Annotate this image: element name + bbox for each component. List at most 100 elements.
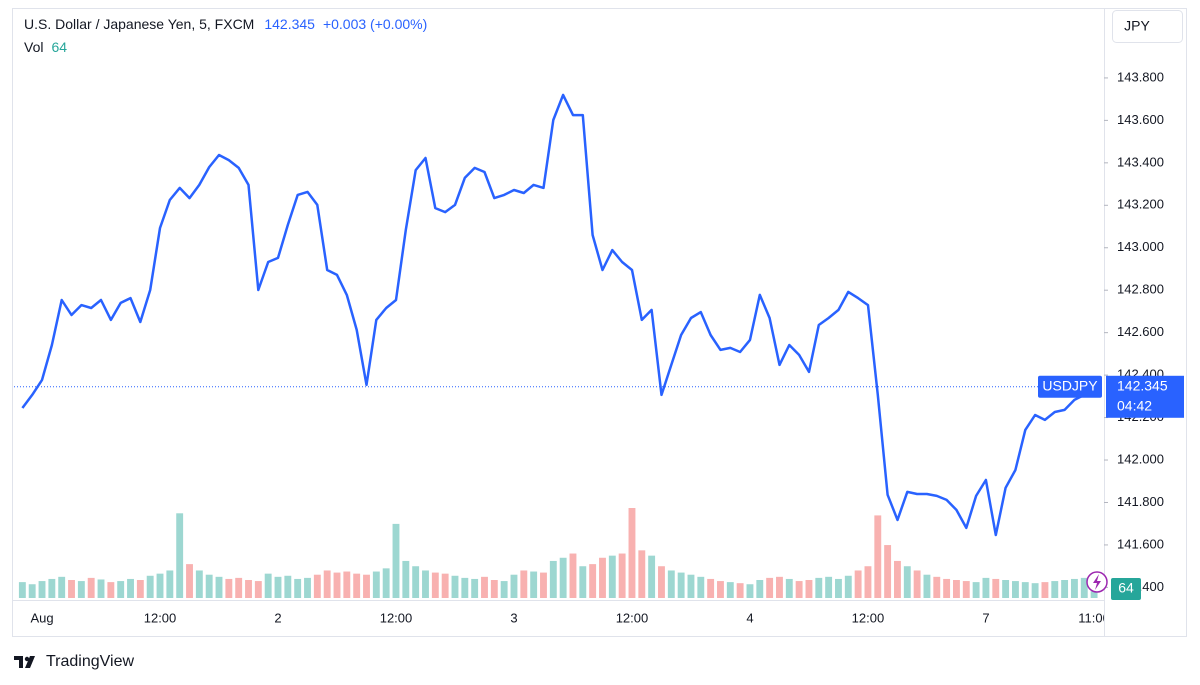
volume-bar [156, 573, 164, 598]
volume-bar [943, 578, 951, 598]
volume-bar [1002, 580, 1010, 598]
y-tick-label: 143.000 [1117, 239, 1164, 254]
volume-bar [431, 572, 439, 598]
x-tick-label: 12:00 [380, 610, 413, 625]
volume-bar [913, 570, 921, 598]
y-tick-label: 142.600 [1117, 324, 1164, 339]
volume-bar [441, 573, 449, 598]
volume-bar [579, 566, 587, 598]
volume-bar [677, 572, 685, 598]
volume-bar [127, 578, 134, 598]
volume-bar [923, 574, 931, 598]
volume-label-box [1111, 578, 1141, 600]
volume-bar [254, 581, 262, 598]
volume-bar [746, 584, 754, 598]
volume-bar [982, 577, 990, 598]
y-tick-label: 143.800 [1117, 69, 1164, 84]
y-tick-label: 142.000 [1117, 451, 1164, 466]
volume-bar [38, 581, 46, 598]
volume-bar [717, 581, 724, 598]
symbol-label-box [1038, 375, 1102, 398]
x-tick-label: 3 [510, 610, 517, 625]
volume-bar [77, 581, 85, 598]
volume-bar [48, 578, 56, 598]
volume-bar [1061, 580, 1069, 598]
x-tick-label: Aug [30, 610, 53, 625]
volume-bar [972, 582, 980, 598]
volume-bar [451, 575, 459, 598]
x-tick-label: 4 [746, 610, 753, 625]
volume-bar [510, 574, 518, 598]
volume-bar [549, 560, 557, 598]
price-change: +0.003 (+0.00%) [323, 16, 427, 32]
volume-label: 64 [1118, 580, 1134, 596]
volume-bar [884, 545, 892, 598]
price-axis-panel [1104, 46, 1186, 636]
x-tick-label: 12:00 [852, 610, 885, 625]
price-line [21, 93, 1095, 537]
volume-bar [274, 576, 282, 598]
volume-bar [776, 576, 783, 598]
volume-bar [264, 573, 272, 598]
volume-bar [205, 574, 213, 598]
volume-bar [648, 555, 656, 598]
volume-bar [1090, 591, 1098, 598]
price-label: 142.345 [1117, 377, 1168, 393]
volume-bar [245, 580, 252, 598]
volume-bar [313, 574, 321, 598]
volume-bar [953, 580, 960, 598]
indicator-bolt [1093, 574, 1101, 590]
volume-bar [481, 576, 488, 598]
chart-frame [12, 8, 1187, 637]
volume-bar [520, 570, 528, 598]
y-tick-label: 143.400 [1117, 154, 1164, 169]
volume-bar [903, 566, 911, 598]
volume-bar [471, 578, 479, 598]
volume-bar [363, 574, 370, 598]
countdown-label: 04:42 [1117, 397, 1152, 413]
volume-bar [785, 578, 793, 598]
currency-label[interactable]: JPY [1124, 18, 1150, 34]
volume-bar [864, 566, 872, 598]
logo-dot [24, 656, 30, 662]
x-tick-label: 7 [982, 610, 989, 625]
currency-button[interactable] [1112, 10, 1183, 43]
volume-value: 64 [51, 39, 67, 55]
volume-bar [815, 577, 823, 598]
x-tick-label: 12:00 [616, 610, 649, 625]
volume-bar [412, 566, 420, 598]
volume-bar [392, 523, 400, 598]
symbol-label: USDJPY [1042, 377, 1098, 393]
volume-bar [933, 576, 941, 598]
volume-bar [353, 573, 361, 598]
volume-bar [825, 576, 833, 598]
volume-bar [658, 566, 665, 598]
volume-bar [97, 579, 105, 598]
x-tick-label: 12:00 [144, 610, 177, 625]
volume-bar [756, 580, 764, 598]
legend-title: U.S. Dollar / Japanese Yen, 5, FXCM 142.3… [24, 16, 427, 32]
logo-icon [14, 656, 35, 668]
volume-bar [117, 581, 125, 598]
volume-bar [225, 578, 233, 598]
y-tick-label: 141.600 [1117, 536, 1164, 551]
volume-bar [608, 555, 616, 598]
volume-bar [461, 577, 469, 598]
volume-bar [559, 557, 567, 598]
volume-bar [835, 578, 842, 598]
volume-bar [894, 560, 901, 598]
volume-bar [1031, 583, 1039, 598]
watermark-logo [14, 656, 35, 668]
x-tick-label: 11:00 [1078, 610, 1110, 625]
symbol-title: U.S. Dollar / Japanese Yen, 5, FXCM [24, 16, 254, 32]
y-tick-label: 143.200 [1117, 197, 1164, 212]
volume-bar [343, 571, 351, 598]
volume-bar [962, 581, 970, 598]
volume-legend: Vol 64 [24, 39, 67, 55]
volume-bar [166, 570, 174, 598]
x-tick-label: 2 [274, 610, 281, 625]
volume-bar [805, 580, 813, 598]
volume-bar [1041, 582, 1049, 598]
